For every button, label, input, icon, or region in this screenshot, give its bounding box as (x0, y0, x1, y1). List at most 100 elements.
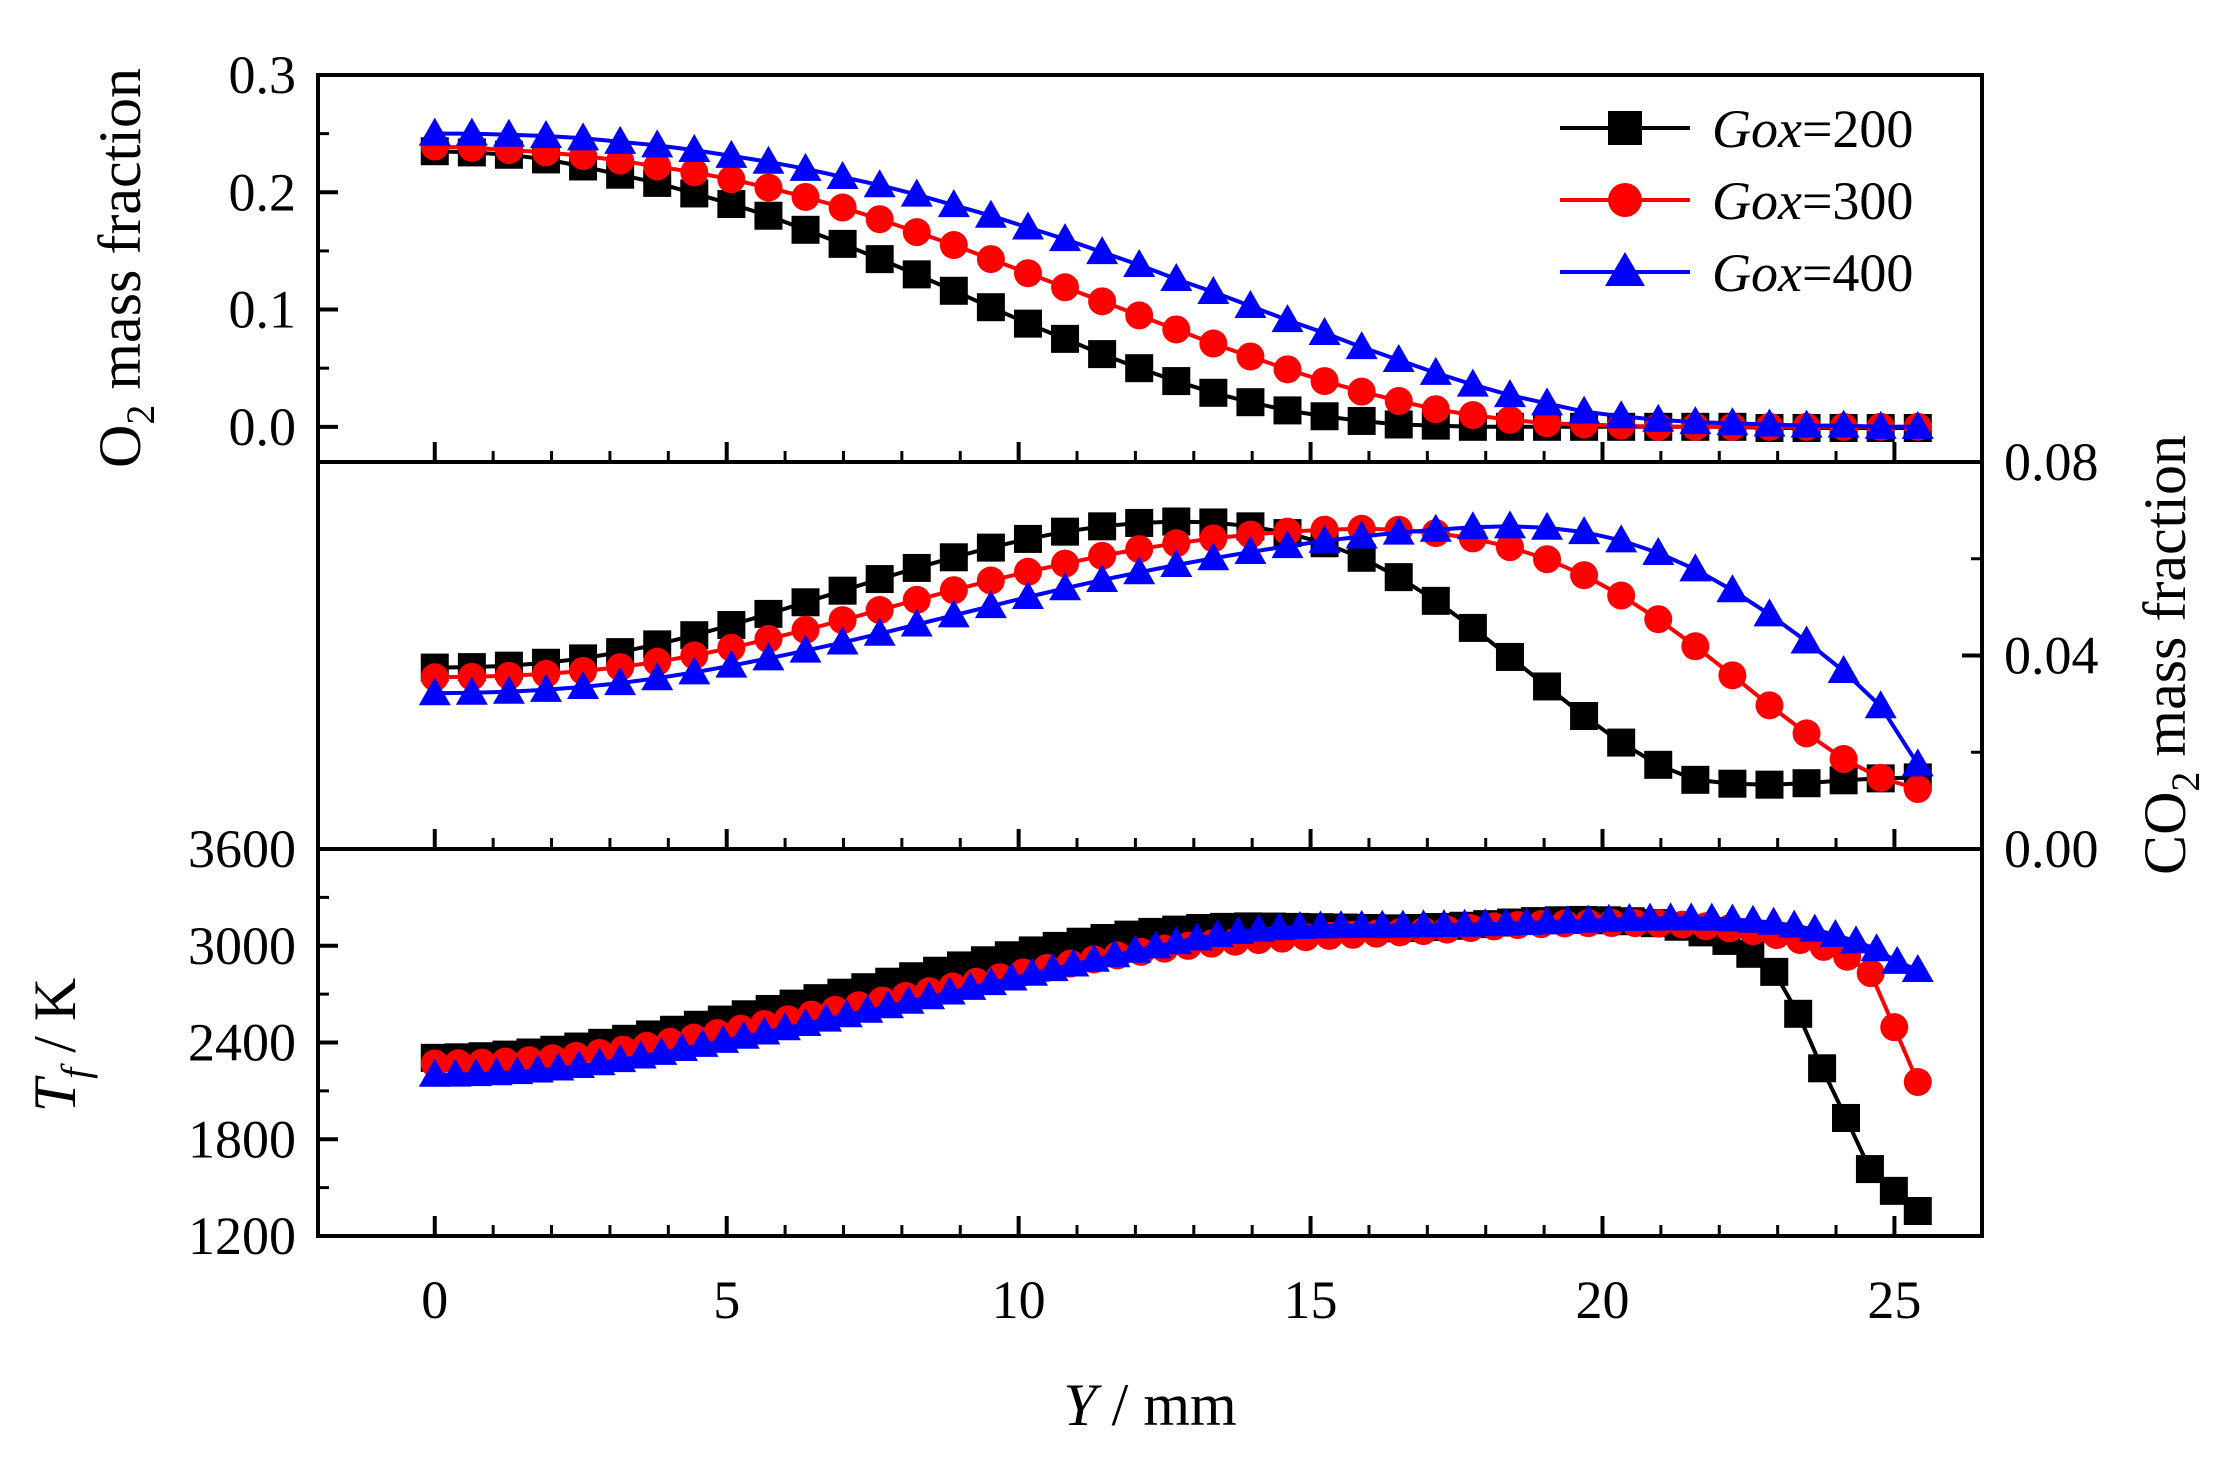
marker-Gox400-p0-15 (974, 199, 1007, 228)
marker-Gox300-p1-20 (1162, 529, 1191, 558)
legend-label-gox400-rest: =400 (1802, 243, 1913, 303)
marker-Gox400-p0-6 (641, 129, 674, 158)
marker-Gox200-p2-58 (1808, 1054, 1837, 1083)
marker-Gox400-p0-21 (1197, 275, 1230, 304)
marker-Gox400-p1-4 (567, 670, 600, 699)
marker-Gox300-p1-37 (1792, 719, 1821, 748)
marker-Gox400-p1-39 (1864, 690, 1897, 719)
marker-Gox200-p2-57 (1784, 999, 1813, 1028)
marker-Gox300-p0-20 (1162, 315, 1191, 344)
legend-label-gox300-rest: =300 (1802, 171, 1913, 231)
marker-Gox200-p1-27 (1421, 586, 1450, 615)
marker-Gox400-p0-3 (529, 119, 562, 148)
marker-Gox400-p2-58 (1613, 903, 1646, 932)
marker-Gox300-p1-30 (1533, 545, 1562, 574)
x-tick-label-1: 5 (713, 1270, 740, 1330)
legend-label-gox400: Gox=400 (1712, 243, 1913, 303)
legend: Gox=200 Gox=300 Gox=400 (1560, 99, 1913, 303)
marker-Gox300-p0-29 (1495, 405, 1524, 434)
bottom-ylabel-rest: / K (22, 978, 88, 1068)
y-tick-label-p0-1: 0.1 (229, 280, 297, 340)
marker-Gox300-p1-31 (1570, 561, 1599, 590)
marker-Gox400-p0-25 (1345, 331, 1378, 360)
marker-Gox300-p1-35 (1718, 661, 1747, 690)
y-tick-label-p0-2: 0.2 (229, 162, 297, 222)
x-tick-label-0: 0 (421, 1270, 448, 1330)
marker-Gox400-p0-1 (455, 117, 488, 146)
marker-Gox400-p2-56 (1572, 904, 1605, 933)
marker-Gox400-p0-12 (863, 169, 896, 198)
middle-ylabel-main: CO (2132, 792, 2198, 875)
axes-layer: 0 5 10 15 20 25 0.0 0.1 0.2 0.3 0.00 0.04 0.08 1200 18… (188, 45, 2099, 1330)
marker-Gox200-p1-37 (1792, 769, 1821, 798)
marker-Gox400-p0-40 (1901, 410, 1934, 439)
marker-Gox200-p1-36 (1755, 770, 1784, 799)
marker-Gox400-p2-53 (1510, 907, 1543, 936)
marker-Gox300-p1-17 (1051, 549, 1080, 578)
marker-Gox200-p2-60 (1855, 1155, 1884, 1184)
marker-Gox400-p2-72 (1901, 953, 1934, 982)
y-tick-label-p2-0: 1200 (188, 1206, 296, 1266)
marker-Gox400-p2-68 (1819, 918, 1852, 947)
marker-Gox400-p0-14 (937, 189, 970, 218)
marker-Gox400-p2-67 (1798, 913, 1831, 942)
marker-Gox200-p0-15 (976, 293, 1005, 322)
marker-Gox200-p0-10 (791, 215, 820, 244)
marker-Gox200-p1-15 (976, 533, 1005, 562)
marker-Gox400-p1-17 (1049, 572, 1082, 601)
marker-Gox400-p0-11 (826, 161, 859, 190)
marker-Gox300-p0-18 (1088, 287, 1117, 316)
middle-ylabel-rest: mass fraction (2132, 435, 2198, 772)
top-ylabel-rest: mass fraction (87, 68, 153, 405)
marker-Gox300-p2-61 (1856, 959, 1885, 988)
marker-Gox200-p0-16 (1013, 309, 1042, 338)
marker-Gox400-p0-19 (1123, 248, 1156, 277)
marker-Gox400-p2-66 (1778, 909, 1811, 938)
marker-Gox400-p2-0 (418, 1058, 451, 1087)
marker-Gox400-p2-42 (1283, 911, 1316, 940)
marker-Gox200-p0-18 (1088, 340, 1117, 369)
marker-Gox300-p0-24 (1310, 367, 1339, 396)
marker-Gox400-p2-49 (1428, 909, 1461, 938)
marker-Gox400-p2-63 (1716, 903, 1749, 932)
marker-Gox400-p1-16 (1011, 580, 1044, 609)
marker-Gox200-p2-56 (1760, 957, 1789, 986)
y-tick-label-p2-1: 1800 (188, 1109, 296, 1169)
x-tick-label-3: 15 (1284, 1270, 1338, 1330)
marker-Gox300-p1-38 (1829, 745, 1858, 774)
marker-Gox300-p1-22 (1236, 520, 1265, 549)
x-axis-title-rest: / mm (1097, 1372, 1237, 1438)
marker-Gox400-p0-4 (567, 122, 600, 151)
marker-Gox200-p0-20 (1162, 367, 1191, 396)
marker-Gox300-p1-15 (976, 566, 1005, 595)
marker-Gox400-p1-15 (974, 590, 1007, 619)
marker-Gox400-p0-26 (1382, 343, 1415, 372)
marker-Gox300-p0-21 (1199, 329, 1228, 358)
marker-Gox300-p1-16 (1013, 557, 1042, 586)
marker-Gox400-p1-5 (604, 667, 637, 696)
marker-Gox400-p2-54 (1531, 906, 1564, 935)
series-Gox400-p2 (418, 902, 1934, 1087)
marker-Gox300-p1-9 (754, 625, 783, 654)
marker-Gox300-p1-36 (1755, 691, 1784, 720)
marker-Gox400-p0-33 (1642, 403, 1675, 432)
marker-Gox300-p0-25 (1347, 377, 1376, 406)
x-axis-title: Y / mm (1063, 1372, 1236, 1438)
marker-Gox300-p1-18 (1088, 541, 1117, 570)
marker-Gox400-p0-2 (492, 118, 525, 147)
marker-Gox200-p2-59 (1832, 1103, 1861, 1132)
marker-Gox300-p0-9 (754, 173, 783, 202)
marker-Gox400-p1-31 (1568, 516, 1601, 545)
marker-Gox400-p2-64 (1736, 904, 1769, 933)
marker-Gox400-p0-5 (604, 125, 637, 154)
marker-Gox400-p2-50 (1448, 908, 1481, 937)
marker-Gox300-p0-10 (791, 182, 820, 211)
marker-Gox400-p2-48 (1407, 909, 1440, 938)
marker-Gox400-p2-51 (1469, 908, 1502, 937)
marker-Gox300-p1-40 (1903, 775, 1932, 804)
y-tick-label-p1-0: 0.00 (2004, 819, 2099, 879)
marker-Gox300-p1-21 (1199, 524, 1228, 553)
marker-Gox400-p1-7 (678, 656, 711, 685)
x-axis-title-italic: Y (1063, 1372, 1102, 1438)
marker-Gox200-p1-33 (1644, 750, 1673, 779)
